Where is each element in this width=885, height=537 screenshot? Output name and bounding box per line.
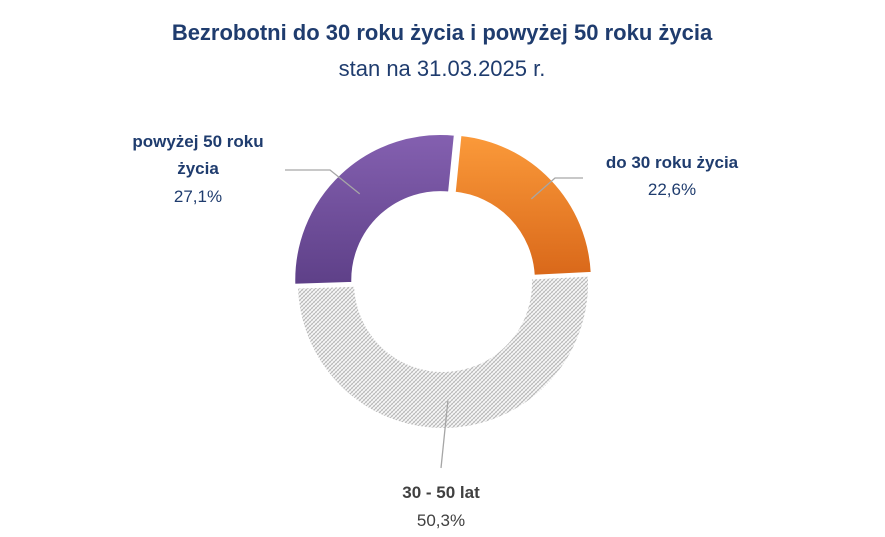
slice-pow50 <box>293 133 456 286</box>
label-do30: do 30 roku życia 22,6% <box>606 153 739 199</box>
slice-label-30-50: 30 - 50 lat <box>402 483 480 502</box>
slice-do30 <box>453 133 593 277</box>
slice-label-pow50-line1: powyżej 50 roku <box>132 132 263 151</box>
leader-line-30_50 <box>440 400 449 469</box>
chart-title: Bezrobotni do 30 roku życia i powyżej 50… <box>172 20 713 45</box>
slice-value-do30: 22,6% <box>648 180 696 199</box>
slice-label-do30: do 30 roku życia <box>606 153 739 172</box>
label-pow50: powyżej 50 roku życia 27,1% <box>132 132 263 206</box>
slice-label-pow50-line2: życia <box>177 159 219 178</box>
chart-subtitle: stan na 31.03.2025 r. <box>339 56 546 81</box>
slices-group <box>293 133 593 430</box>
slice-30_50 <box>296 274 590 430</box>
slice-value-pow50: 27,1% <box>174 187 222 206</box>
leader-line-pow50 <box>285 169 361 195</box>
slice-value-30-50: 50,3% <box>417 511 465 530</box>
label-30-50: 30 - 50 lat 50,3% <box>402 483 480 530</box>
leader-line-do30 <box>530 177 583 200</box>
leader-lines-group <box>285 169 583 469</box>
